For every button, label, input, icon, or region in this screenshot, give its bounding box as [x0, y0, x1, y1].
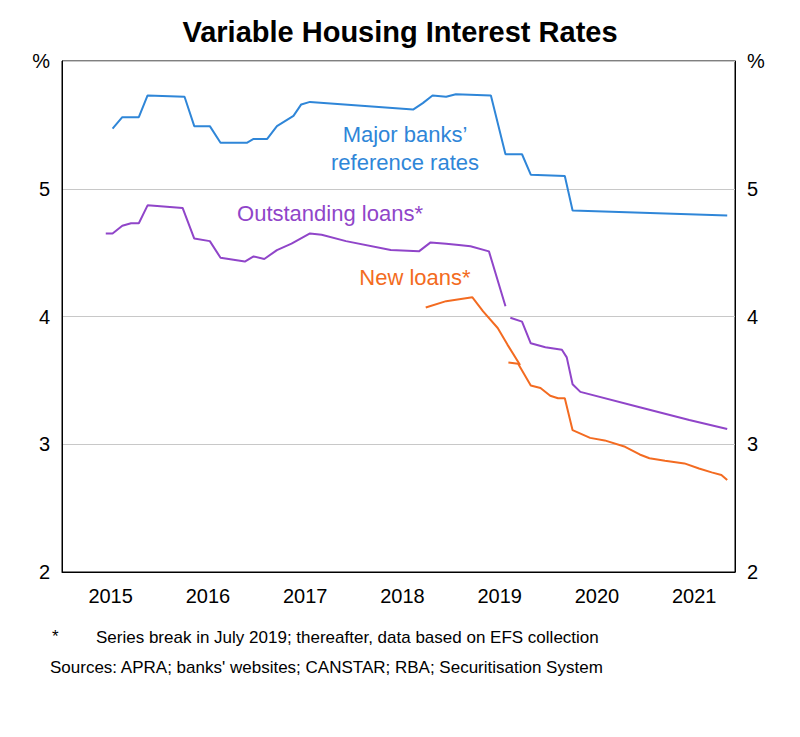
svg-text:Outstanding loans*: Outstanding loans* — [237, 201, 423, 226]
svg-text:2019: 2019 — [477, 585, 522, 607]
svg-text:%: % — [32, 50, 50, 72]
svg-text:2017: 2017 — [283, 585, 328, 607]
svg-text:2020: 2020 — [575, 585, 620, 607]
svg-text:%: % — [747, 50, 765, 72]
svg-text:Sources: APRA; banks' websites: Sources: APRA; banks' websites; CANSTAR;… — [50, 658, 603, 677]
svg-text:reference rates: reference rates — [331, 150, 479, 175]
svg-text:2015: 2015 — [88, 585, 133, 607]
svg-text:4: 4 — [747, 306, 758, 328]
svg-text:2: 2 — [39, 561, 50, 583]
svg-text:2021: 2021 — [672, 585, 717, 607]
svg-text:Variable Housing Interest Rate: Variable Housing Interest Rates — [182, 16, 617, 48]
svg-text:Series break in July 2019; the: Series break in July 2019; thereafter, d… — [96, 628, 599, 647]
svg-text:New loans*: New loans* — [359, 265, 471, 290]
svg-text:2016: 2016 — [186, 585, 231, 607]
svg-text:Major banks’: Major banks’ — [343, 122, 468, 147]
svg-text:4: 4 — [39, 306, 50, 328]
svg-text:5: 5 — [747, 178, 758, 200]
svg-text:2018: 2018 — [380, 585, 425, 607]
svg-text:2: 2 — [747, 561, 758, 583]
svg-text:3: 3 — [747, 433, 758, 455]
svg-text:5: 5 — [39, 178, 50, 200]
svg-text:*: * — [52, 627, 59, 646]
svg-text:3: 3 — [39, 433, 50, 455]
